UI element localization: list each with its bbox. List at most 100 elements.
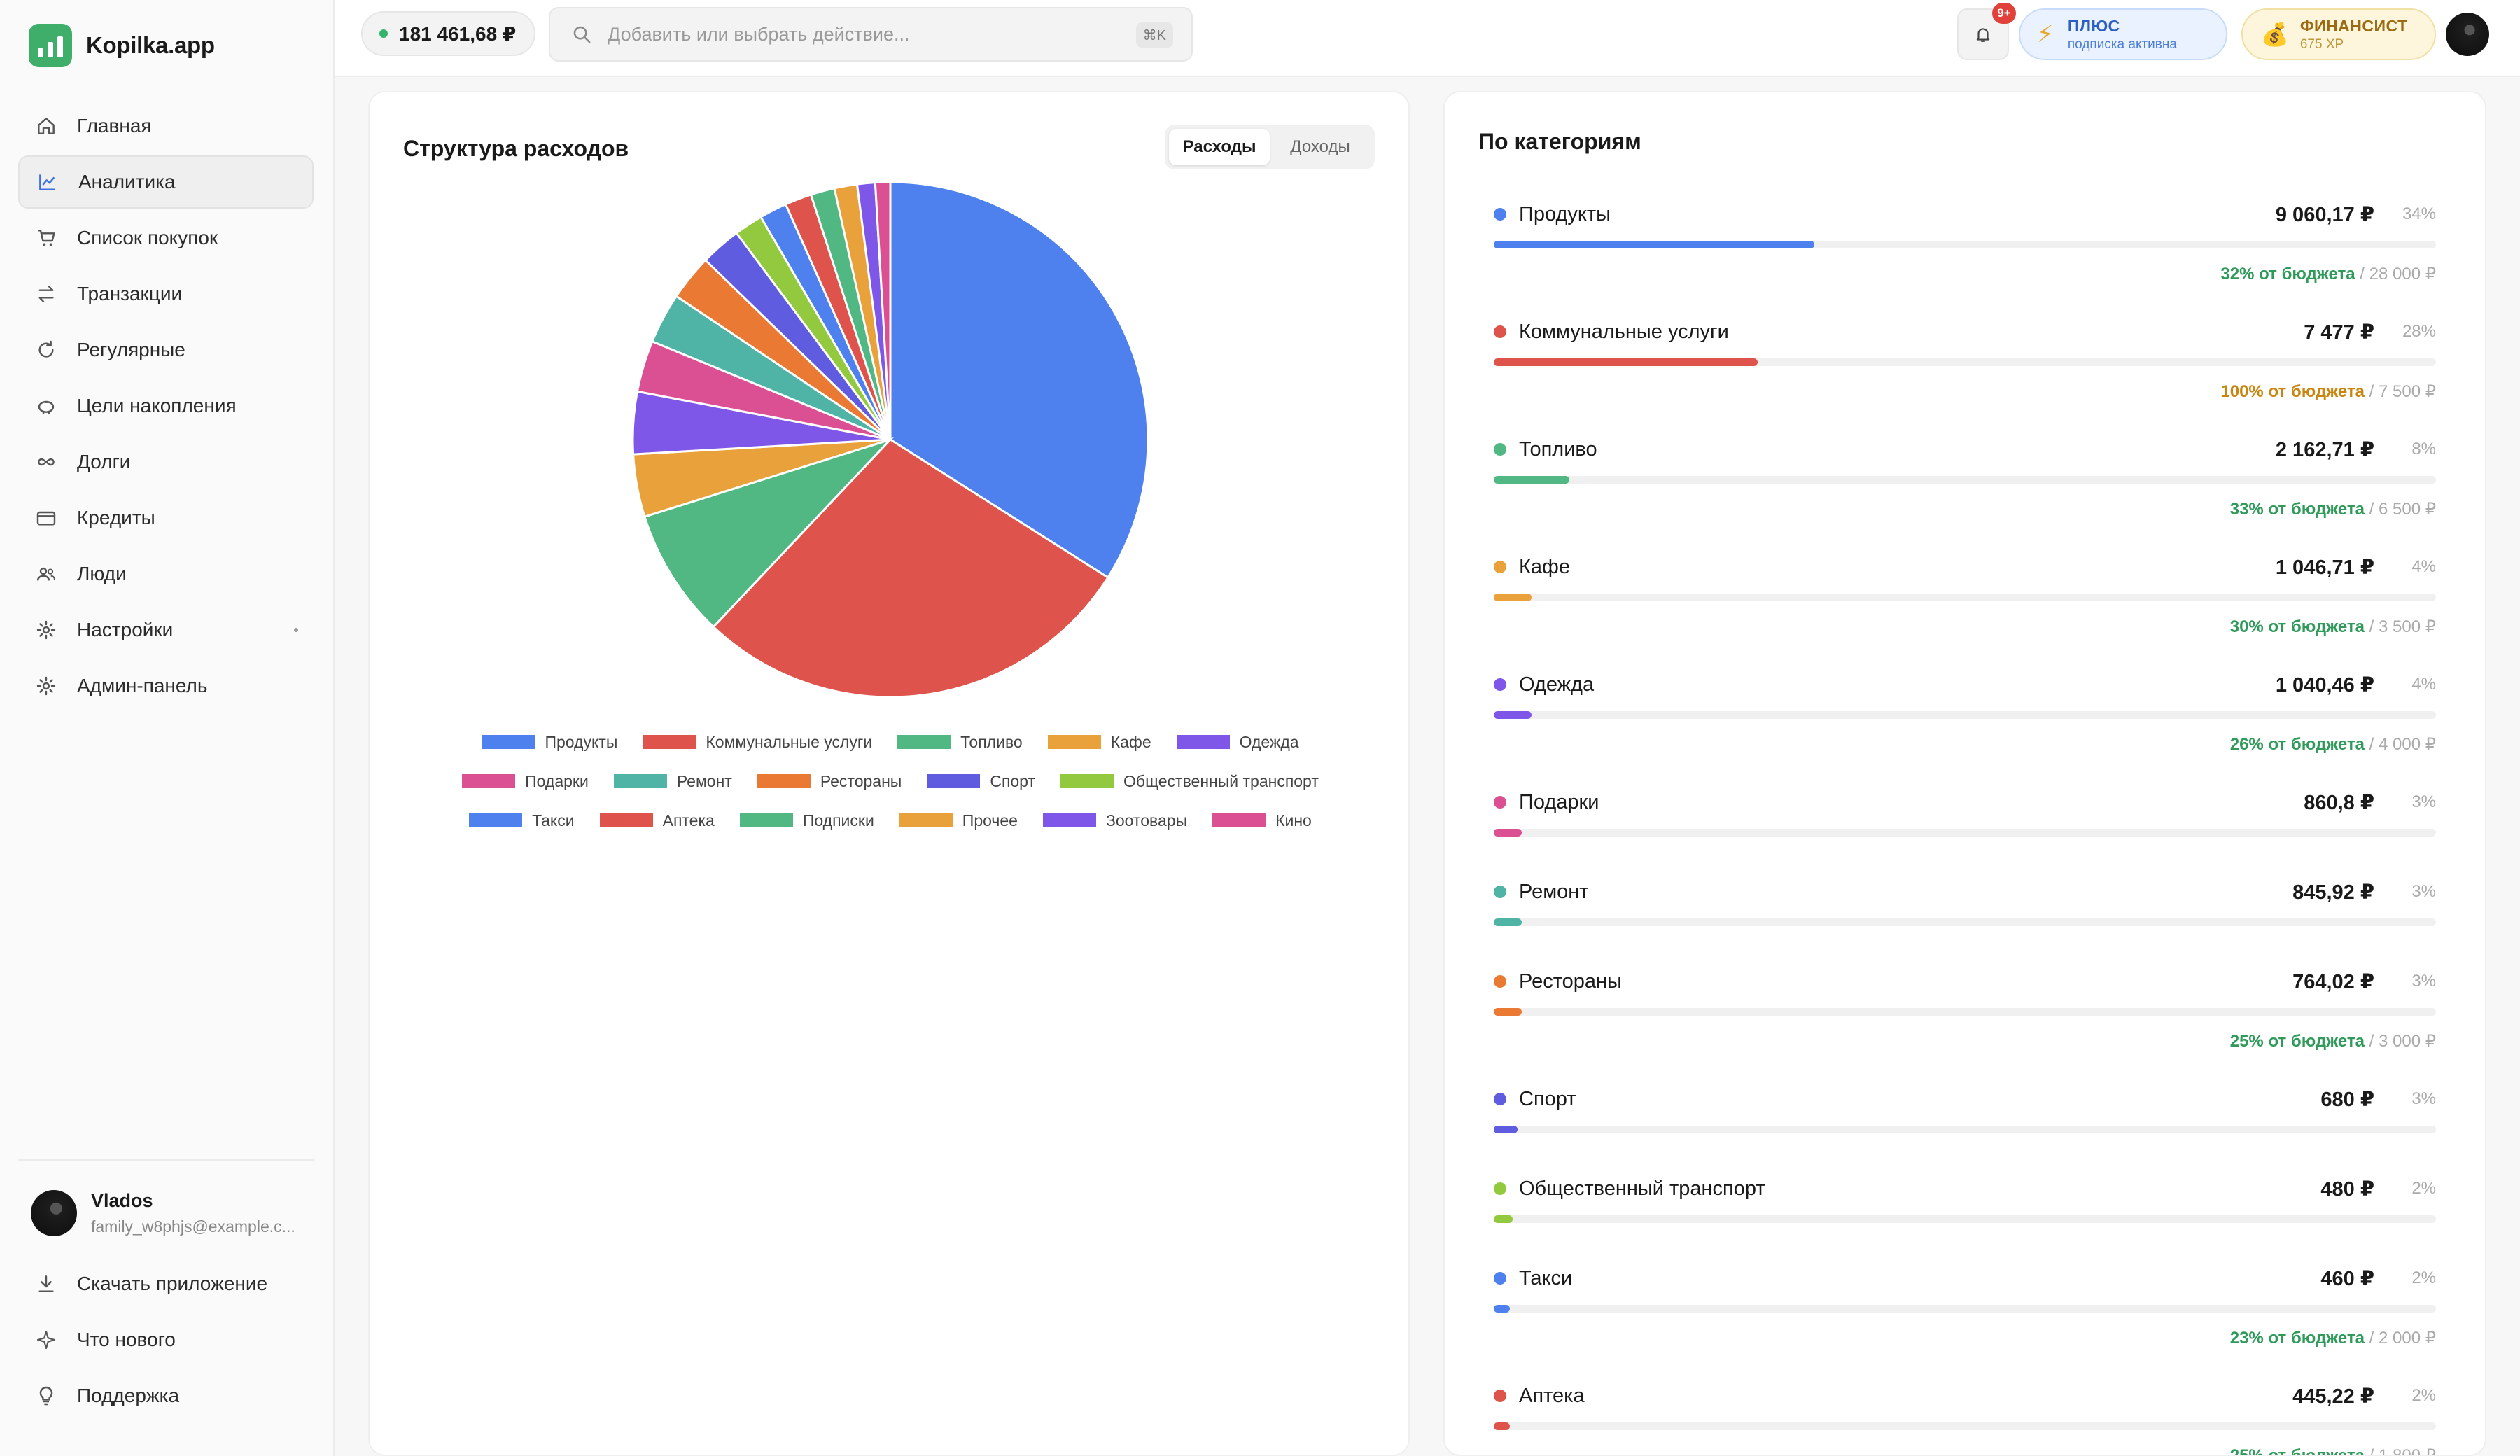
legend-item[interactable]: Кино <box>1212 809 1312 832</box>
legend-label: Одежда <box>1239 732 1299 751</box>
category-progress-fill <box>1494 829 1522 836</box>
category-progress-fill <box>1494 1008 1522 1016</box>
sidebar-item-0[interactable]: Скачать приложение <box>18 1257 314 1310</box>
category-row[interactable]: Аптека 445,22 ₽ 2% 25% от бюджета / 1 800 ₽ <box>1494 1382 2436 1455</box>
legend-swatch <box>739 813 793 827</box>
category-percent: 34% <box>2402 204 2436 223</box>
category-row[interactable]: Коммунальные услуги 7 477 ₽ 28% 100% от бюд… <box>1494 318 2436 402</box>
category-percent: 2% <box>2412 1268 2436 1287</box>
profile-avatar-button[interactable] <box>2446 13 2489 56</box>
sidebar-item-8[interactable]: Люди <box>18 547 314 601</box>
budget-percent: 32% от бюджета <box>2220 265 2356 284</box>
sidebar-divider <box>18 1159 314 1161</box>
logo-icon <box>29 24 72 67</box>
tab-income[interactable]: Доходы <box>1290 137 1350 156</box>
status-dot <box>379 29 388 38</box>
legend-item[interactable]: Такси <box>469 809 575 832</box>
sidebar-item-2[interactable]: Список покупок <box>18 211 314 265</box>
sidebar-item-10[interactable]: Админ-панель <box>18 659 314 713</box>
legend-label: Рестораны <box>820 771 902 790</box>
category-color-dot <box>1494 1390 1506 1402</box>
category-progress-fill <box>1494 358 1758 366</box>
pie-slice-2[interactable] <box>643 437 895 629</box>
legend-label: Подарки <box>525 771 589 790</box>
legend-item[interactable]: Прочее <box>899 809 1018 832</box>
legend-label: Такси <box>532 811 575 830</box>
legend-item[interactable]: Рестораны <box>757 770 902 792</box>
app-logo[interactable]: Kopilka.app <box>29 24 215 67</box>
legend-item[interactable]: Коммунальные услуги <box>643 731 872 753</box>
sidebar-item-label: Поддержка <box>77 1385 180 1406</box>
home-icon <box>34 113 59 139</box>
legend-item[interactable]: Общественный транспорт <box>1060 770 1319 792</box>
piggy-bank-icon <box>34 393 59 419</box>
category-budget: 25% от бюджета / 1 800 ₽ <box>1494 1446 2436 1455</box>
pie-slice-1[interactable] <box>712 438 1110 699</box>
sidebar-item-9[interactable]: Настройки <box>18 603 314 657</box>
sidebar-item-7[interactable]: Кредиты <box>18 491 314 545</box>
sparkle-icon <box>34 1327 59 1352</box>
plus-subscription-pill[interactable]: ⚡ ПЛЮС подписка активна <box>2019 8 2227 60</box>
notifications-button[interactable]: 9+ <box>1957 3 2016 60</box>
legend-item[interactable]: Аптека <box>599 809 715 832</box>
legend-item[interactable]: Подписки <box>739 809 874 832</box>
legend-swatch <box>613 774 667 788</box>
settings-indicator-dot <box>294 628 298 632</box>
legend-swatch <box>482 735 536 749</box>
budget-total: / 6 500 ₽ <box>2365 500 2436 519</box>
category-name: Ремонт <box>1519 880 1589 903</box>
category-row[interactable]: Топливо 2 162,71 ₽ 8% 33% от бюджета / 6 50… <box>1494 435 2436 519</box>
sidebar-item-label: Долги <box>77 451 131 472</box>
category-color-dot <box>1494 1093 1506 1105</box>
sidebar-item-label: Аналитика <box>78 171 176 192</box>
balance-pill[interactable]: 181 461,68 ₽ <box>361 11 536 56</box>
category-row[interactable]: Кафе 1 046,71 ₽ 4% 30% от бюджета / 3 500 ₽ <box>1494 553 2436 637</box>
sidebar-item-0[interactable]: Главная <box>18 99 314 153</box>
budget-total: / 4 000 ₽ <box>2365 735 2436 754</box>
search-input[interactable]: Добавить или выбрать действие... ⌘K <box>549 7 1193 62</box>
user-email: family_w8phjs@example.c... <box>91 1217 295 1236</box>
sidebar-item-4[interactable]: Регулярные <box>18 323 314 377</box>
sidebar-item-1[interactable]: Что нового <box>18 1313 314 1366</box>
category-row[interactable]: Такси 460 ₽ 2% 23% от бюджета / 2 000 ₽ <box>1494 1264 2436 1348</box>
category-row[interactable]: Подарки 860,8 ₽ 3% <box>1494 788 2436 836</box>
legend-item[interactable]: Кафе <box>1047 731 1152 753</box>
category-progress-track <box>1494 1215 2436 1223</box>
pie-chart <box>370 181 1411 813</box>
legend-swatch <box>899 813 953 827</box>
category-name: Топливо <box>1519 438 1597 461</box>
legend-item[interactable]: Спорт <box>927 770 1035 792</box>
sidebar-item-1[interactable]: Аналитика <box>18 155 314 209</box>
category-row[interactable]: Общественный транспорт 480 ₽ 2% <box>1494 1175 2436 1223</box>
user-profile[interactable]: Vlados family_w8phjs@example.c... <box>31 1190 295 1236</box>
legend-item[interactable]: Ремонт <box>613 770 732 792</box>
legend-item[interactable]: Зоотовары <box>1042 809 1187 832</box>
category-row[interactable]: Спорт 680 ₽ 3% <box>1494 1085 2436 1133</box>
legend-swatch <box>757 774 811 788</box>
category-amount: 2 162,71 ₽ <box>2275 438 2374 461</box>
legend-item[interactable]: Одежда <box>1176 731 1299 753</box>
sidebar-item-2[interactable]: Поддержка <box>18 1369 314 1422</box>
sidebar-item-label: Цели накопления <box>77 395 237 416</box>
sidebar-item-3[interactable]: Транзакции <box>18 267 314 321</box>
sidebar-item-6[interactable]: Долги <box>18 435 314 489</box>
legend-swatch <box>1042 813 1096 827</box>
budget-percent: 30% от бюджета <box>2230 617 2365 636</box>
category-row[interactable]: Одежда 1 040,46 ₽ 4% 26% от бюджета / 4 000… <box>1494 671 2436 755</box>
sidebar-item-5[interactable]: Цели накопления <box>18 379 314 433</box>
category-color-dot <box>1494 796 1506 808</box>
arrows-exchange-icon <box>34 281 59 307</box>
category-row[interactable]: Ремонт 845,92 ₽ 3% <box>1494 878 2436 926</box>
level-pill[interactable]: 💰 ФИНАНСИСТ 675 XP <box>2241 8 2436 60</box>
category-row[interactable]: Рестораны 764,02 ₽ 3% 25% от бюджета / 3 00… <box>1494 967 2436 1051</box>
legend-item[interactable]: Топливо <box>897 731 1023 753</box>
pie-slice-0[interactable] <box>889 181 1149 580</box>
app-name: Kopilka.app <box>86 32 215 58</box>
legend-swatch <box>927 774 981 788</box>
legend-item[interactable]: Продукты <box>482 731 617 753</box>
tab-expenses[interactable]: Расходы <box>1169 129 1270 165</box>
category-percent: 4% <box>2412 675 2436 694</box>
category-row[interactable]: Продукты 9 060,17 ₽ 34% 32% от бюджета / 28… <box>1494 200 2436 284</box>
legend-item[interactable]: Подарки <box>462 770 589 792</box>
category-color-dot <box>1494 561 1506 573</box>
